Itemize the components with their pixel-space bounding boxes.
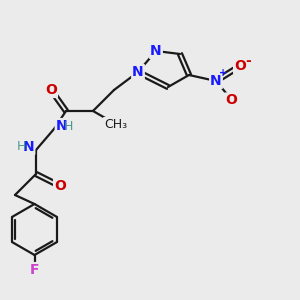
Text: N: N <box>56 119 67 133</box>
Text: O: O <box>234 59 246 73</box>
Text: +: + <box>219 68 228 79</box>
Text: O: O <box>54 179 66 193</box>
Text: O: O <box>45 83 57 97</box>
Text: N: N <box>210 74 222 88</box>
Text: O: O <box>225 94 237 107</box>
Text: N: N <box>150 44 162 58</box>
Text: H: H <box>64 119 73 133</box>
Text: -: - <box>245 54 251 68</box>
Text: N: N <box>23 140 34 154</box>
Text: CH₃: CH₃ <box>104 118 127 131</box>
Text: H: H <box>17 140 26 154</box>
Text: F: F <box>30 263 39 277</box>
Text: N: N <box>132 65 144 79</box>
